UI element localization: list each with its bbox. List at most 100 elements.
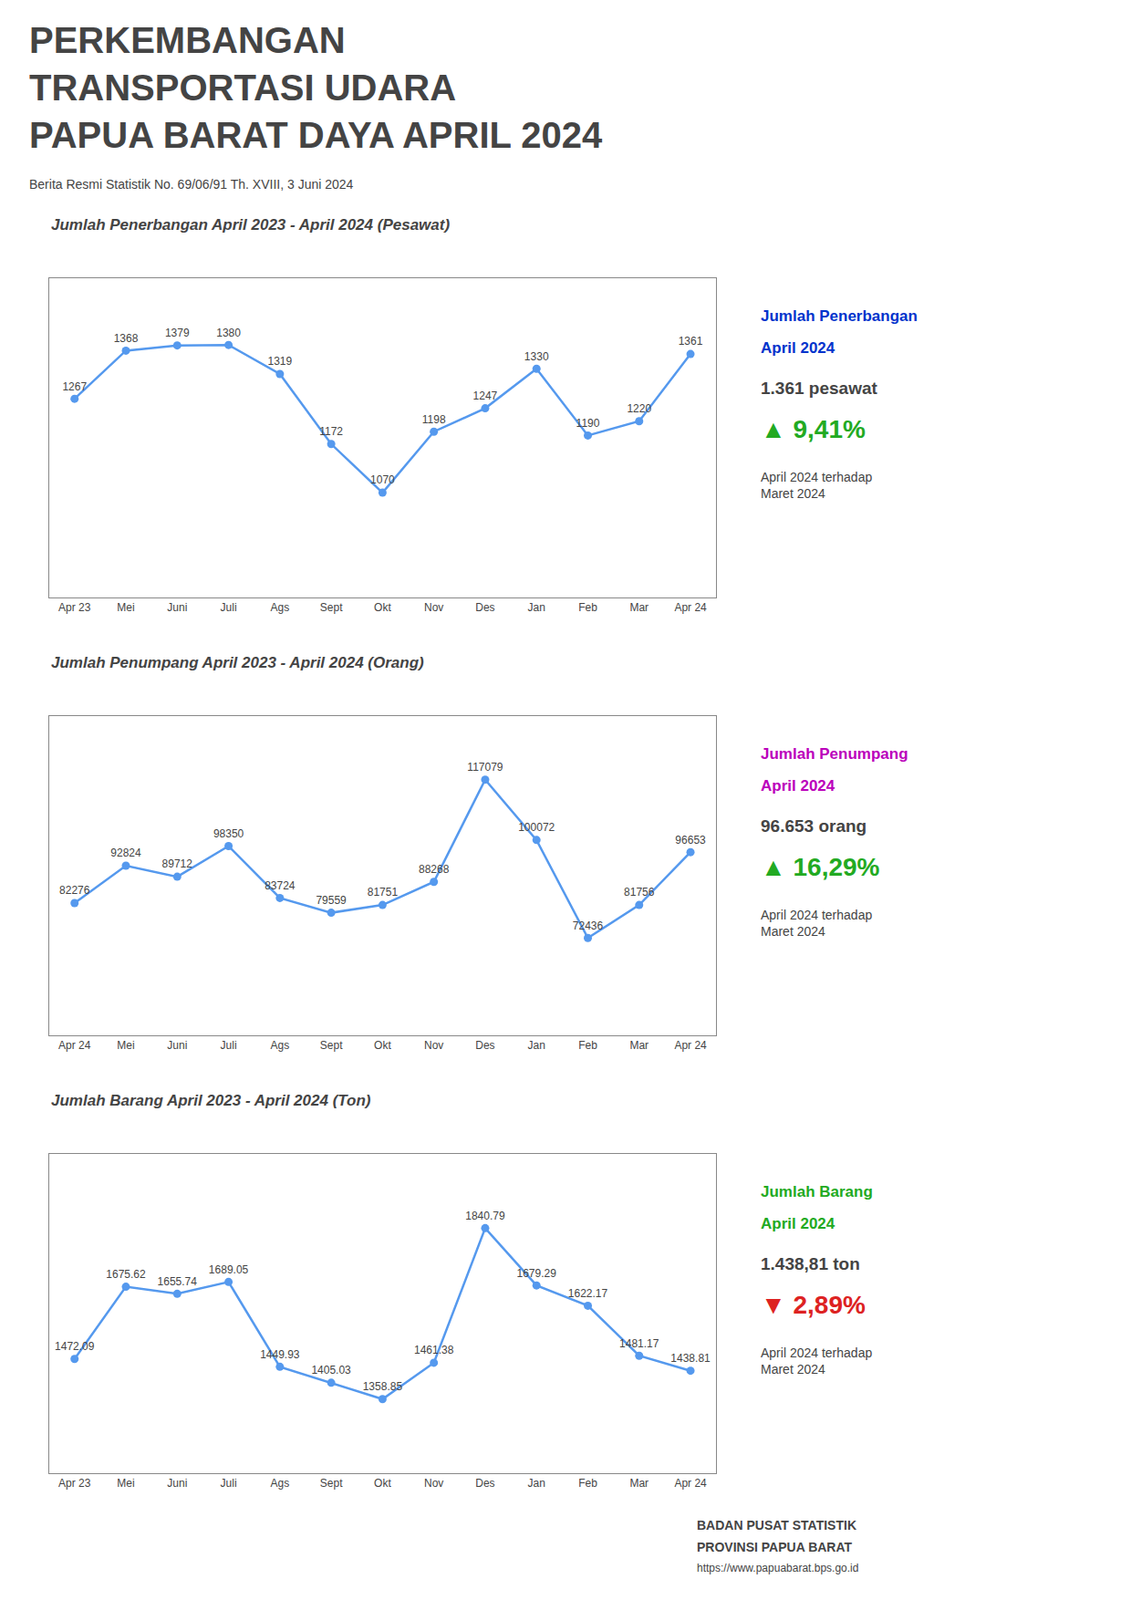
svg-text:Ags: Ags	[270, 1038, 291, 1052]
svg-text:Des: Des	[475, 1038, 495, 1052]
svg-text:April 2024 terhadapMaret 2024: April 2024 terhadapMaret 2024	[760, 1345, 872, 1377]
svg-text:Berita Resmi Statistik No. 69/: Berita Resmi Statistik No. 69/06/91 Th. …	[29, 176, 354, 192]
svg-text:Apr 24: Apr 24	[674, 601, 707, 614]
svg-text:PERKEMBANGANTRANSPORTASI UDARA: PERKEMBANGANTRANSPORTASI UDARAPAPUA BARA…	[29, 20, 603, 156]
svg-text:81751: 81751	[367, 885, 399, 899]
svg-text:Apr 24: Apr 24	[674, 1038, 707, 1052]
svg-text:1172: 1172	[319, 425, 343, 438]
svg-text:Ags: Ags	[270, 1476, 291, 1490]
svg-text:Jumlah Penumpang April 2023 -: Jumlah Penumpang April 2023 - April 2024…	[51, 653, 425, 672]
svg-text:Mei: Mei	[116, 1038, 135, 1052]
svg-text:Okt: Okt	[373, 1476, 392, 1490]
svg-text:Jumlah Penumpang: Jumlah Penumpang	[760, 745, 909, 763]
svg-text:Sept: Sept	[320, 1038, 343, 1052]
svg-text:1405.03: 1405.03	[311, 1363, 352, 1377]
svg-text:1198: 1198	[422, 413, 447, 426]
svg-text:Juni: Juni	[166, 1476, 187, 1490]
svg-text:Mar: Mar	[629, 601, 649, 614]
svg-text:Jumlah Penerbangan April 2023: Jumlah Penerbangan April 2023 - April 20…	[51, 216, 450, 234]
svg-text:April 2024: April 2024	[760, 339, 836, 357]
svg-text:Mei: Mei	[116, 1476, 135, 1490]
svg-text:96653: 96653	[674, 833, 706, 847]
svg-text:1361: 1361	[678, 334, 704, 348]
svg-text:Jumlah Barang: Jumlah Barang	[760, 1182, 873, 1201]
svg-text:96.653 orang: 96.653 orang	[760, 816, 867, 836]
svg-text:Mei: Mei	[116, 601, 135, 614]
svg-text:1267: 1267	[62, 380, 87, 394]
svg-text:89712: 89712	[162, 857, 194, 871]
svg-text:88268: 88268	[418, 862, 450, 876]
svg-text:98350: 98350	[213, 827, 245, 841]
svg-text:1380: 1380	[216, 326, 241, 340]
svg-text:Jan: Jan	[528, 1476, 546, 1490]
svg-text:Nov: Nov	[424, 1476, 444, 1490]
svg-text:1368: 1368	[114, 332, 139, 345]
svg-text:Sept: Sept	[320, 1476, 343, 1490]
svg-text:Mar: Mar	[629, 1038, 649, 1052]
svg-text:1330: 1330	[524, 350, 550, 364]
svg-text:1220: 1220	[626, 402, 652, 416]
svg-text:1481.17: 1481.17	[619, 1337, 660, 1350]
svg-text:1655.74: 1655.74	[157, 1275, 198, 1288]
svg-text:Okt: Okt	[373, 1038, 392, 1052]
svg-text:April 2024 terhadapMaret 2024: April 2024 terhadapMaret 2024	[760, 469, 872, 501]
svg-text:82276: 82276	[59, 883, 91, 897]
svg-text:Sept: Sept	[320, 601, 343, 614]
svg-text:1461.38: 1461.38	[414, 1343, 455, 1357]
svg-text:Des: Des	[475, 1476, 495, 1490]
svg-text:1.438,81 ton: 1.438,81 ton	[760, 1254, 861, 1274]
svg-text:Okt: Okt	[373, 601, 392, 614]
svg-text:Apr 24: Apr 24	[58, 1038, 92, 1052]
svg-text:Feb: Feb	[578, 601, 598, 614]
svg-text:1070: 1070	[370, 473, 395, 487]
svg-text:Feb: Feb	[578, 1476, 598, 1490]
svg-text:Apr 23: Apr 23	[58, 1476, 92, 1490]
svg-text:BADAN PUSAT STATISTIK: BADAN PUSAT STATISTIK	[696, 1517, 857, 1533]
svg-text:Jan: Jan	[528, 601, 546, 614]
svg-text:1449.93: 1449.93	[259, 1348, 301, 1361]
svg-text:1675.62: 1675.62	[105, 1267, 146, 1281]
svg-text:83724: 83724	[264, 879, 296, 893]
svg-text:Ags: Ags	[270, 601, 291, 614]
svg-text:79559: 79559	[315, 893, 347, 907]
svg-text:Jumlah Penerbangan: Jumlah Penerbangan	[760, 307, 918, 325]
svg-text:1472.09: 1472.09	[54, 1339, 95, 1353]
svg-text:Jan: Jan	[528, 1038, 546, 1052]
svg-text:April 2024 terhadapMaret 2024: April 2024 terhadapMaret 2024	[760, 907, 872, 939]
svg-text:Juli: Juli	[220, 1476, 238, 1490]
svg-text:Juni: Juni	[166, 1038, 187, 1052]
svg-text:Feb: Feb	[578, 1038, 598, 1052]
svg-text:▲ 9,41%: ▲ 9,41%	[760, 415, 866, 444]
svg-text:Mar: Mar	[629, 1476, 649, 1490]
svg-text:1379: 1379	[165, 326, 190, 340]
svg-text:1190: 1190	[576, 416, 601, 430]
svg-text:https://www.papuabarat.bps.go.: https://www.papuabarat.bps.go.id	[696, 1561, 859, 1575]
svg-text:81756: 81756	[623, 885, 655, 899]
svg-text:1622.17: 1622.17	[568, 1286, 609, 1300]
svg-text:1679.29: 1679.29	[517, 1266, 558, 1280]
svg-text:Juni: Juni	[166, 601, 187, 614]
svg-text:▲ 16,29%: ▲ 16,29%	[760, 852, 881, 882]
svg-text:72436: 72436	[572, 919, 604, 933]
svg-text:▼ 2,89%: ▼ 2,89%	[760, 1290, 866, 1319]
svg-text:Juli: Juli	[220, 1038, 238, 1052]
svg-text:1.361 pesawat: 1.361 pesawat	[760, 378, 878, 398]
svg-text:Jumlah Barang April 2023 - Apr: Jumlah Barang April 2023 - April 2024 (T…	[51, 1091, 372, 1110]
svg-text:Nov: Nov	[424, 1038, 444, 1052]
svg-text:117079: 117079	[466, 760, 503, 774]
svg-text:Des: Des	[475, 601, 495, 614]
svg-text:1438.81: 1438.81	[670, 1351, 711, 1365]
svg-text:PROVINSI PAPUA BARAT: PROVINSI PAPUA BARAT	[696, 1539, 853, 1555]
svg-text:Apr 23: Apr 23	[58, 601, 92, 614]
svg-text:1319: 1319	[267, 354, 292, 368]
svg-text:Juli: Juli	[220, 601, 238, 614]
svg-text:92824: 92824	[110, 846, 142, 860]
svg-text:1247: 1247	[473, 389, 499, 403]
svg-text:Nov: Nov	[424, 601, 444, 614]
svg-text:April 2024: April 2024	[760, 777, 836, 795]
svg-text:1840.79: 1840.79	[465, 1209, 506, 1223]
svg-text:Apr 24: Apr 24	[674, 1476, 707, 1490]
svg-text:1358.85: 1358.85	[363, 1380, 404, 1393]
svg-text:April 2024: April 2024	[760, 1214, 836, 1233]
svg-text:1689.05: 1689.05	[208, 1263, 250, 1277]
